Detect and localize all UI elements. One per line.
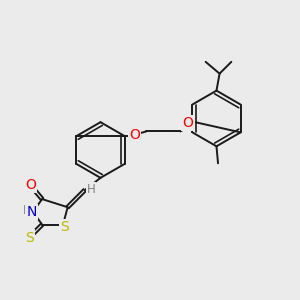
Text: O: O xyxy=(25,178,36,192)
Text: H: H xyxy=(23,204,32,217)
Text: S: S xyxy=(60,220,69,234)
Text: O: O xyxy=(183,116,194,130)
Text: H: H xyxy=(86,183,95,196)
Text: O: O xyxy=(129,128,140,142)
Text: N: N xyxy=(26,205,37,219)
Text: S: S xyxy=(25,231,34,244)
